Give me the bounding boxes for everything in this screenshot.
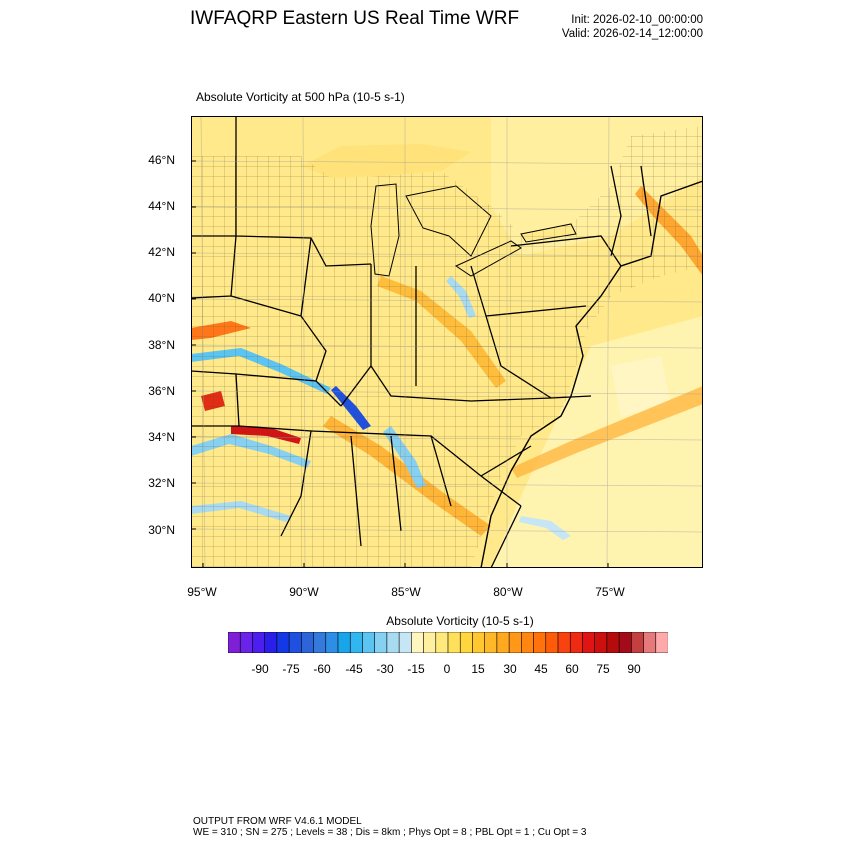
lat-label-42n: 42°N <box>148 245 175 259</box>
field-title: Absolute Vorticity at 500 hPa (10-5 s-1) <box>196 90 405 104</box>
map-border <box>191 116 703 568</box>
colorbar-label: 90 <box>627 662 641 676</box>
colorbar-swatch <box>398 632 412 653</box>
state-boundaries <box>191 116 652 568</box>
axis-ticks <box>191 160 609 568</box>
colorbar-swatch <box>411 632 425 653</box>
footer-model-line: OUTPUT FROM WRF V4.6.1 MODEL <box>193 816 362 827</box>
colorbar-swatch <box>288 632 302 653</box>
lon-label-75w: 75°W <box>595 585 625 599</box>
lake-superior <box>301 144 471 178</box>
colorbar-label: -15 <box>407 662 425 676</box>
colorbar-swatch <box>643 632 657 653</box>
colorbar-swatch <box>545 632 559 653</box>
lat-label-36n: 36°N <box>148 384 175 398</box>
colorbar-swatch <box>423 632 437 653</box>
colorbar-swatch <box>582 632 596 653</box>
colorbar-swatch <box>606 632 620 653</box>
lat-label-32n: 32°N <box>148 476 175 490</box>
colorbar-label: 30 <box>503 662 517 676</box>
colorbar-swatch <box>386 632 400 653</box>
colorbar-swatch <box>557 632 571 653</box>
lon-label-85w: 85°W <box>391 585 421 599</box>
footer-config-line: WE = 310 ; SN = 275 ; Levels = 38 ; Dis … <box>193 827 587 838</box>
colorbar-label: 45 <box>534 662 548 676</box>
vort-band-atlantic <box>511 386 703 478</box>
colorbar-swatch <box>228 632 241 653</box>
colorbar-swatch <box>631 632 645 653</box>
colorbar-swatch <box>301 632 315 653</box>
colorbar-swatch <box>569 632 583 653</box>
colorbar-swatch <box>594 632 608 653</box>
colorbar-swatch <box>496 632 510 653</box>
colorbar-swatch <box>239 632 253 653</box>
colorbar-swatch <box>533 632 547 653</box>
lat-label-38n: 38°N <box>148 338 175 352</box>
vorticity-map <box>191 116 703 568</box>
colorbar <box>228 632 668 653</box>
init-time: Init: 2026-02-10_00:00:00 <box>571 14 703 26</box>
neg-vort-streak-7 <box>519 516 571 540</box>
colorbar-title: Absolute Vorticity (10-5 s-1) <box>386 614 534 628</box>
colorbar-swatch <box>313 632 327 653</box>
lat-label-40n: 40°N <box>148 291 175 305</box>
lon-label-80w: 80°W <box>493 585 523 599</box>
valid-time: Valid: 2026-02-14_12:00:00 <box>561 28 703 40</box>
colorbar-swatch <box>337 632 351 653</box>
colorbar-swatch <box>374 632 388 653</box>
colorbar-swatch <box>435 632 449 653</box>
county-boundaries <box>191 126 703 568</box>
lon-label-95w: 95°W <box>187 585 217 599</box>
colorbar-label: -45 <box>345 662 363 676</box>
colorbar-swatch <box>472 632 486 653</box>
colorbar-label: 75 <box>596 662 610 676</box>
colorbar-swatch <box>276 632 290 653</box>
colorbar-label: 0 <box>443 662 451 676</box>
lat-label-46n: 46°N <box>148 153 175 167</box>
main-title: IWFAQRP Eastern US Real Time WRF <box>190 8 520 29</box>
graticule <box>191 116 703 568</box>
colorbar-swatch <box>447 632 461 653</box>
lat-label-44n: 44°N <box>148 199 175 213</box>
lat-label-30n: 30°N <box>148 523 175 537</box>
colorbar-swatch <box>325 632 339 653</box>
colorbar-swatch <box>618 632 632 653</box>
colorbar-swatch <box>459 632 473 653</box>
colorbar-swatch <box>362 632 376 653</box>
colorbar-label: -90 <box>251 662 269 676</box>
colorbar-label: 15 <box>471 662 485 676</box>
colorbar-label: -75 <box>282 662 300 676</box>
colorbar-label: 60 <box>565 662 579 676</box>
lat-label-34n: 34°N <box>148 430 175 444</box>
colorbar-swatch <box>521 632 535 653</box>
colorbar-swatch <box>655 632 668 653</box>
pale-patch-southeast <box>611 356 671 416</box>
colorbar-label: -60 <box>313 662 331 676</box>
colorbar-label: -30 <box>376 662 394 676</box>
lon-label-90w: 90°W <box>289 585 319 599</box>
colorbar-swatch <box>484 632 498 653</box>
run-times: Init: 2026-02-10_00:00:00 Valid: 2026-02… <box>520 13 703 41</box>
model-footer: OUTPUT FROM WRF V4.6.1 MODEL WE = 310 ; … <box>193 816 586 838</box>
colorbar-swatch <box>264 632 278 653</box>
colorbar-swatch <box>252 632 266 653</box>
colorbar-swatch <box>349 632 363 653</box>
coastline <box>480 180 703 568</box>
colorbar-swatch <box>508 632 522 653</box>
